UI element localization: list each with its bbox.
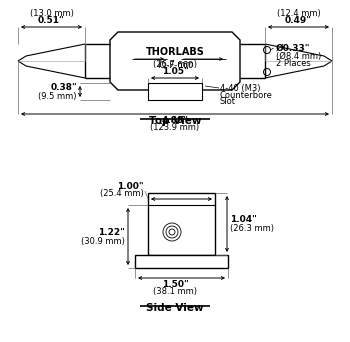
Text: Counterbore: Counterbore [220,91,273,100]
Text: IO-F-660: IO-F-660 [157,62,193,70]
Text: (25.4 mm): (25.4 mm) [100,189,144,198]
Text: (12.4 mm): (12.4 mm) [276,9,320,18]
Text: (26.3 mm): (26.3 mm) [230,224,274,234]
Bar [148,83,202,100]
Text: Side View: Side View [146,303,204,313]
Text: 0.38": 0.38" [50,83,77,92]
Text: THORLABS: THORLABS [146,47,204,57]
Text: Top View: Top View [149,116,201,126]
Text: 4-40 (M3): 4-40 (M3) [220,83,260,92]
Text: Ø0.33": Ø0.33" [275,43,310,53]
Text: (123.9 mm): (123.9 mm) [150,123,200,132]
Text: (38.1 mm): (38.1 mm) [153,287,197,296]
Text: 1.00": 1.00" [117,182,144,191]
Text: (26.7 mm): (26.7 mm) [153,60,197,68]
Text: 1.50": 1.50" [162,280,188,289]
Text: (9.5 mm): (9.5 mm) [38,92,77,101]
Text: 0.49": 0.49" [285,16,312,25]
Text: (Ø8.4 mm): (Ø8.4 mm) [275,52,321,61]
Text: 1.05": 1.05" [162,67,188,76]
Bar [135,255,228,268]
Text: (13.0 mm): (13.0 mm) [29,9,74,18]
Text: 4.88": 4.88" [161,116,189,125]
Text: 1.04": 1.04" [230,215,257,224]
Bar [148,193,215,255]
Text: 2 Places: 2 Places [275,60,310,68]
Text: 0.51": 0.51" [38,16,65,25]
Text: 1.22": 1.22" [98,228,125,237]
Polygon shape [110,32,240,90]
Text: (30.9 mm): (30.9 mm) [81,237,125,246]
Text: Slot: Slot [220,97,236,106]
